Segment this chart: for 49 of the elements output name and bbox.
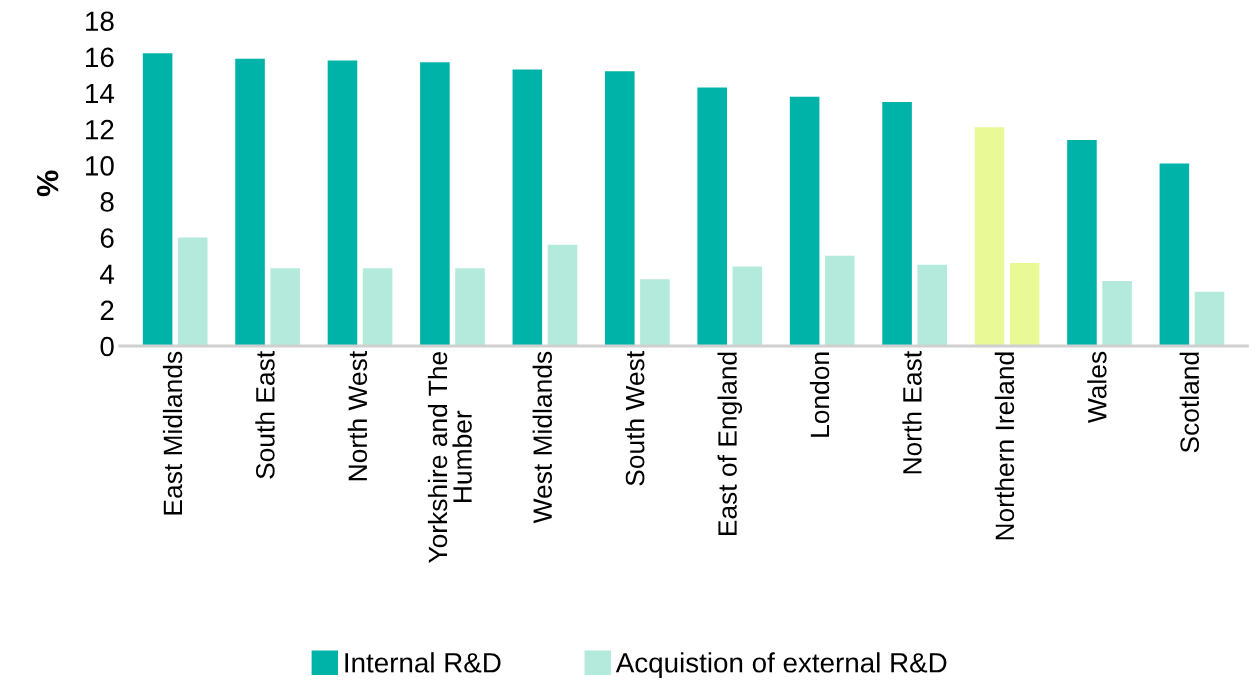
bar [1102,280,1132,346]
x-tick-label: Yorkshire and The Humber [427,352,472,564]
bar [455,268,485,346]
bar [1194,291,1225,346]
x-tick-label: Scotland [1179,352,1200,453]
y-tick-label: 18 [86,11,114,32]
y-tick-label: 10 [86,155,114,176]
bar [1159,163,1190,346]
legend-label: Internal R&D [345,652,501,673]
y-tick-label: 0 [100,336,114,357]
x-tick-label: North East [902,351,922,474]
x-tick-label: London [809,352,830,437]
bar [697,87,727,346]
legend-label: Acquistion of external R&D [615,652,947,679]
y-tick-label: 16 [86,47,114,68]
bar [789,96,820,346]
x-tick-label: West Midlands [532,351,552,524]
bar [640,279,670,346]
x-tick-label: South East [255,351,275,479]
y-tick-label: 14 [86,83,115,104]
bar [142,53,173,346]
bar [512,69,543,346]
x-tick-label: East of England [717,352,743,536]
x-tick-label: Northern Ireland [994,352,1015,540]
y-tick-label: 8 [100,192,114,212]
x-tick-label: East Midlands [162,351,183,515]
y-tick-label: 6 [100,228,114,248]
bar [1067,140,1097,346]
bar [604,71,635,346]
bar [882,102,912,346]
y-axis-title: % [36,170,59,197]
bar [327,60,358,346]
bar [235,58,265,346]
x-tick-label: North West [347,351,368,481]
bar [177,237,208,346]
bar [362,268,393,346]
bar [1009,262,1040,346]
x-tick-label: South West [625,351,645,486]
bar [420,62,450,346]
x-tick-label: Wales [1087,351,1107,424]
y-tick-label: 2 [100,300,114,320]
bar [974,127,1005,346]
bar [917,264,947,346]
y-tick-label: 12 [86,119,114,140]
y-tick-label: 4 [100,264,115,284]
bar [732,266,763,346]
bar [824,255,855,346]
bar [270,268,300,346]
bar [547,244,578,346]
